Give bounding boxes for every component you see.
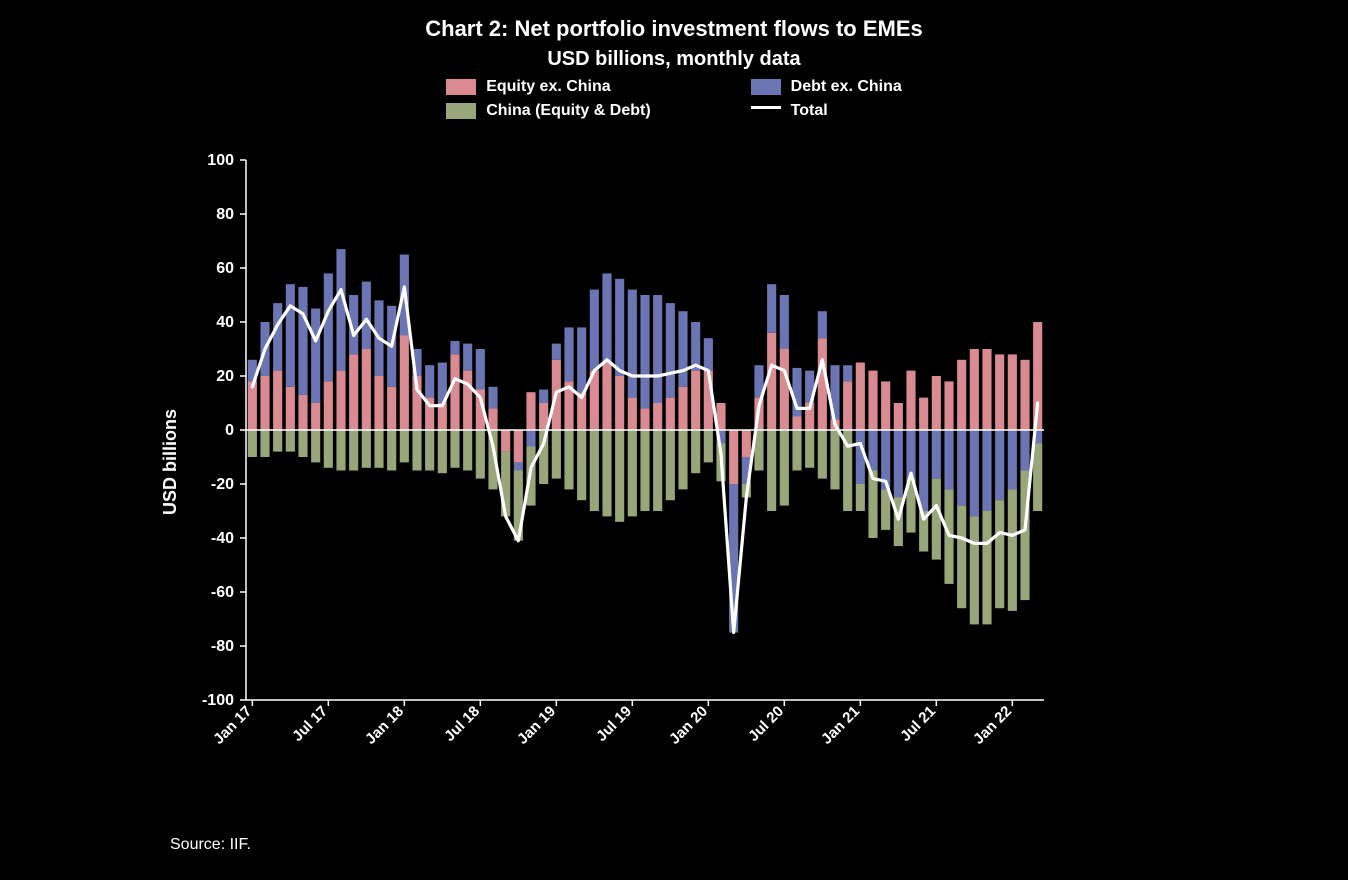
- plot-svg: -100-80-60-40-20020406080100Jan 17Jul 17…: [230, 150, 1060, 770]
- svg-text:Jul 19: Jul 19: [593, 703, 635, 745]
- y-axis-label: USD billions: [160, 409, 181, 515]
- svg-text:Jan 17: Jan 17: [210, 703, 255, 748]
- svg-text:40: 40: [216, 314, 234, 331]
- source-note: Source: IIF.: [170, 836, 251, 854]
- svg-text:100: 100: [207, 152, 234, 169]
- legend-item-china: China (Equity & Debt): [446, 102, 650, 120]
- legend: Equity ex. China China (Equity & Debt) D…: [0, 78, 1348, 120]
- svg-text:Jan 19: Jan 19: [514, 703, 559, 748]
- swatch-china: [446, 103, 476, 119]
- svg-text:-60: -60: [211, 584, 234, 601]
- legend-label-total: Total: [791, 102, 828, 120]
- svg-text:-80: -80: [211, 638, 234, 655]
- svg-text:-20: -20: [211, 476, 234, 493]
- svg-text:Jan 18: Jan 18: [362, 703, 407, 748]
- svg-text:Jul 17: Jul 17: [289, 703, 331, 745]
- svg-text:Jan 20: Jan 20: [666, 703, 711, 748]
- swatch-equity: [446, 79, 476, 95]
- swatch-debt: [751, 79, 781, 95]
- svg-text:-40: -40: [211, 530, 234, 547]
- legend-item-debt: Debt ex. China: [751, 78, 902, 96]
- svg-text:80: 80: [216, 206, 234, 223]
- svg-text:20: 20: [216, 368, 234, 385]
- legend-item-total: Total: [751, 102, 902, 120]
- chart-title: Chart 2: Net portfolio investment flows …: [0, 16, 1348, 42]
- chart-subtitle: USD billions, monthly data: [0, 48, 1348, 71]
- svg-text:0: 0: [225, 422, 234, 439]
- legend-col-left: Equity ex. China China (Equity & Debt): [446, 78, 650, 120]
- plot-area: -100-80-60-40-20020406080100Jan 17Jul 17…: [230, 150, 1060, 770]
- svg-text:60: 60: [216, 260, 234, 277]
- svg-text:Jul 21: Jul 21: [897, 703, 939, 745]
- legend-col-right: Debt ex. China Total: [751, 78, 902, 120]
- svg-text:Jan 21: Jan 21: [818, 703, 863, 748]
- swatch-total-line: [751, 106, 781, 109]
- svg-text:Jul 18: Jul 18: [441, 703, 483, 745]
- svg-text:Jul 20: Jul 20: [745, 703, 787, 745]
- legend-label-equity: Equity ex. China: [486, 78, 610, 96]
- svg-text:Jan 22: Jan 22: [970, 703, 1015, 748]
- svg-text:-100: -100: [202, 692, 234, 709]
- legend-item-equity: Equity ex. China: [446, 78, 650, 96]
- legend-label-debt: Debt ex. China: [791, 78, 902, 96]
- legend-label-china: China (Equity & Debt): [486, 102, 650, 120]
- page-root: Chart 2: Net portfolio investment flows …: [0, 0, 1348, 880]
